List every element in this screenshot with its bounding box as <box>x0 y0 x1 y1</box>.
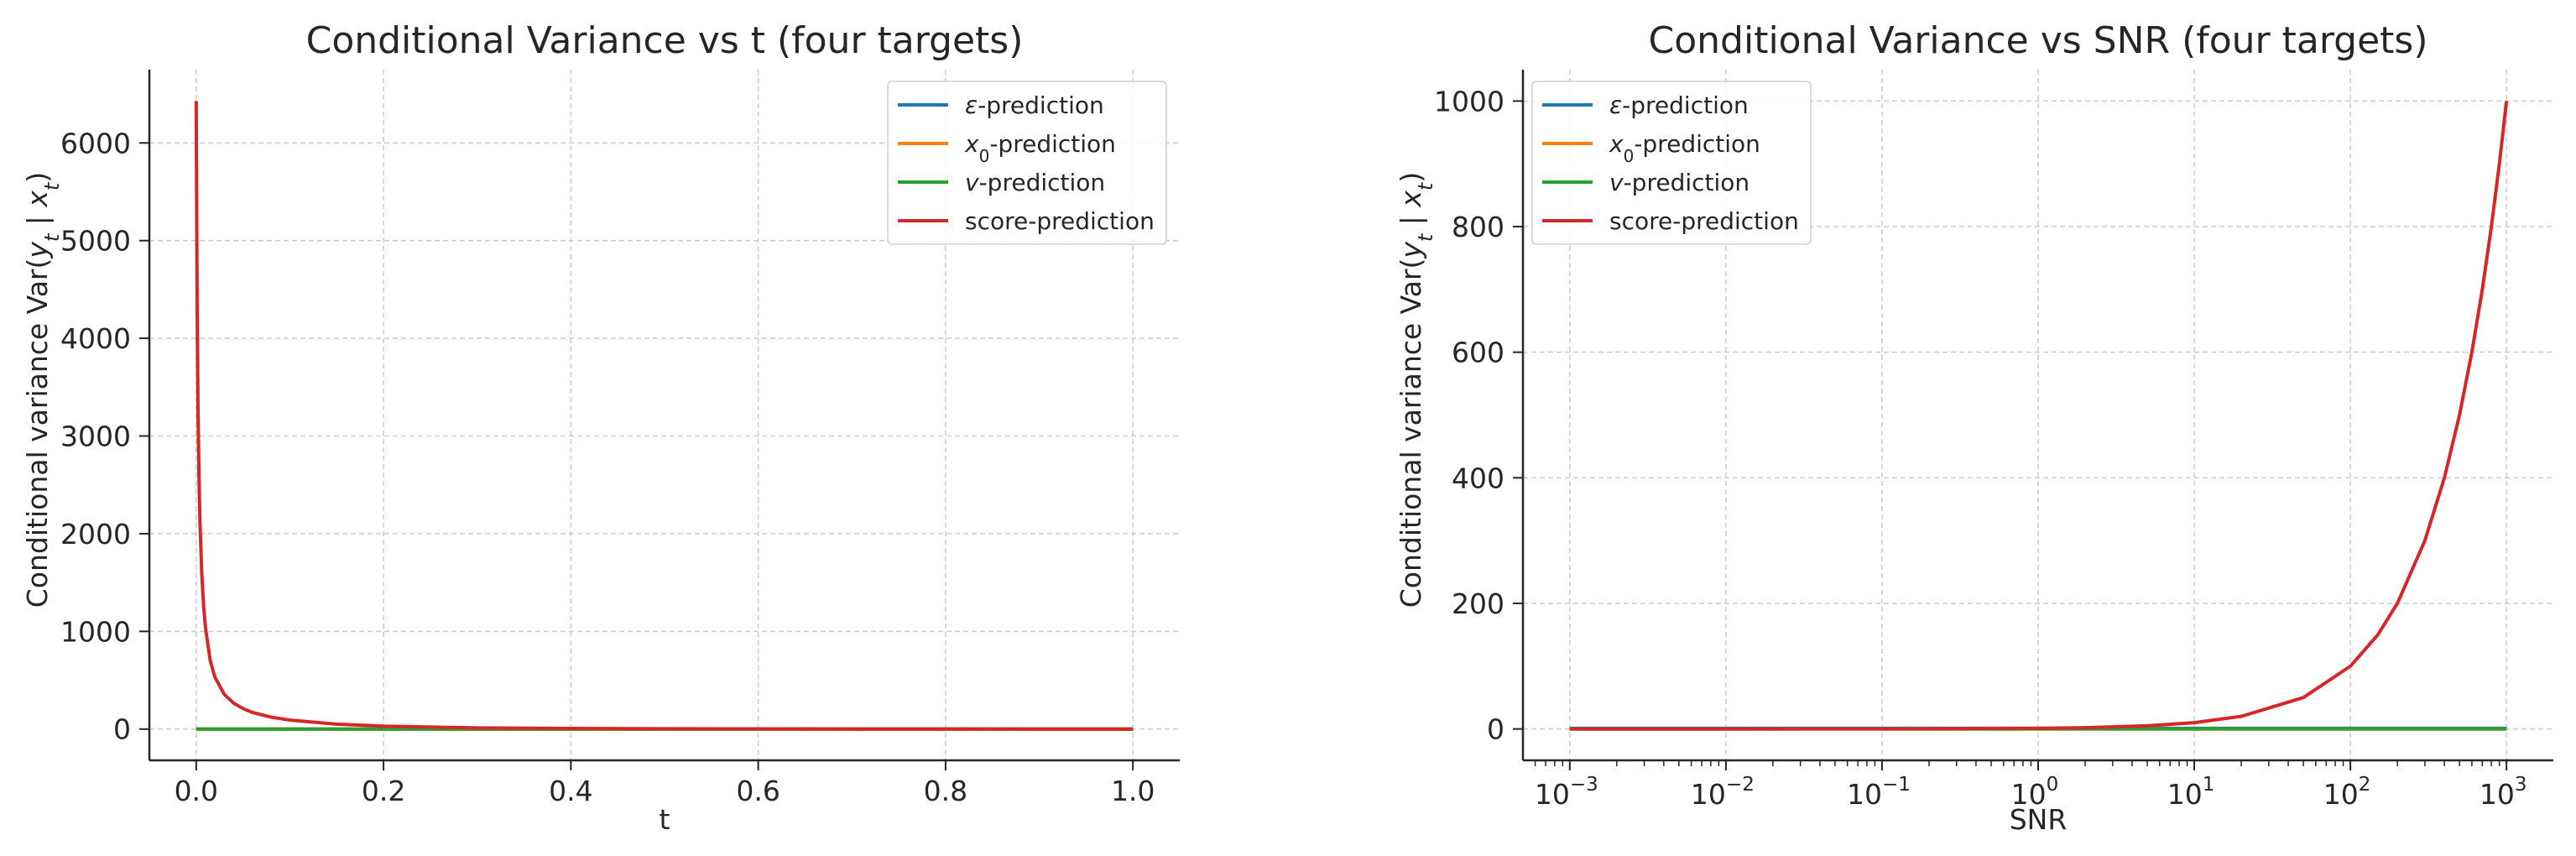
x-tick-label-base: 10 <box>2167 778 2203 811</box>
legend-entry: v-prediction <box>965 169 1105 196</box>
x-tick-label-base: 10 <box>2480 778 2515 811</box>
y-tick-label: 4000 <box>60 322 131 355</box>
label-text: | <box>1395 207 1427 234</box>
legend-symbol: v <box>965 169 979 196</box>
label-subscript: t <box>1414 232 1437 242</box>
y-tick-label: 3000 <box>60 420 131 453</box>
label-variable: y <box>1395 242 1427 259</box>
label-subscript: t <box>40 181 64 191</box>
x-tick-label-exponent: 3 <box>2515 774 2527 796</box>
legend-text: -prediction <box>1634 130 1760 158</box>
legend-symbol: v <box>1609 169 1624 196</box>
label-text: Conditional variance Var( <box>1395 258 1427 608</box>
legend-entry: ε-prediction <box>965 91 1104 119</box>
y-tick-label: 1000 <box>60 615 131 648</box>
label-text: | <box>21 207 54 234</box>
y-axis-label: Conditional variance Var(yt | xt) <box>21 172 64 608</box>
legend-symbol: ε <box>965 91 978 119</box>
legend-entry: score-prediction <box>965 207 1155 235</box>
y-tick-label: 200 <box>1452 587 1504 620</box>
chart-panel-left: 0.0 0.2 0.4 0.6 0.8 1.0 0 1000 2000 3000 4000 5000 6… <box>21 19 1180 836</box>
label-variable: x <box>1395 191 1427 208</box>
x-tick-label-base: 10 <box>1847 778 1882 811</box>
label-text: ) <box>1395 172 1427 183</box>
x-axis-label: SNR <box>2010 803 2068 836</box>
x-tick-label: 0.6 <box>736 775 780 807</box>
y-tick-label: 5000 <box>60 225 131 258</box>
x-tick-label-exponent: 1 <box>2203 774 2215 796</box>
label-variable: x <box>21 191 54 208</box>
y-tick-label: 800 <box>1452 211 1504 243</box>
x-tick-label-exponent: −1 <box>1882 774 1911 796</box>
chart-title: Conditional Variance vs SNR (four target… <box>1649 19 2428 62</box>
legend-text: -prediction <box>989 130 1116 158</box>
x-tick-label-exponent: 0 <box>2047 774 2059 796</box>
legend-entry: score-prediction <box>1609 207 1799 235</box>
legend-text: score-prediction <box>965 207 1155 235</box>
x-tick-label: 10−3 <box>1535 774 1598 811</box>
x-tick-label-base: 10 <box>1691 778 1726 811</box>
x-tick-label: 1.0 <box>1111 775 1155 807</box>
chart-panel-right: 10−3 10−2 10−1 100 101 102 1030200400600800100… <box>1395 19 2553 836</box>
label-text: Conditional variance Var( <box>21 258 54 608</box>
legend-subscript: 0 <box>979 146 990 166</box>
x-tick-label-base: 10 <box>2011 778 2047 811</box>
x-tick-label: 10−1 <box>1847 774 1911 811</box>
x-tick-label: 102 <box>2323 774 2371 811</box>
y-tick-label: 400 <box>1452 462 1504 494</box>
y-tick-label: 600 <box>1452 337 1504 369</box>
x-tick-label-exponent: −2 <box>1726 774 1755 796</box>
series-line-scoreprediction <box>1569 101 2509 731</box>
y-tick-label: 6000 <box>60 127 131 159</box>
x-tick-label-base: 10 <box>1535 778 1570 811</box>
legend-text: score-prediction <box>1609 207 1799 235</box>
legend-text: -prediction <box>1624 169 1750 196</box>
legend-entry: ε-prediction <box>1609 91 1749 119</box>
chart-title: Conditional Variance vs t (four targets) <box>306 19 1024 62</box>
x-tick-label-exponent: −3 <box>1570 774 1598 796</box>
legend-subscript: 0 <box>1624 146 1635 166</box>
legend-text: -prediction <box>979 169 1106 196</box>
series-line-scoreprediction <box>194 101 1134 731</box>
y-tick-label: 2000 <box>60 518 131 551</box>
legend-entry: x0-prediction <box>1609 130 1760 166</box>
label-subscript: t <box>1414 181 1437 191</box>
legend-box <box>887 81 1167 245</box>
x-tick-label: 101 <box>2167 774 2215 811</box>
legend-entry: v-prediction <box>1609 169 1749 196</box>
x-tick-label: 0.0 <box>175 775 218 807</box>
x-tick-label: 10−2 <box>1691 774 1755 811</box>
label-text: ) <box>21 172 54 183</box>
x-tick-label-base: 10 <box>2323 778 2359 811</box>
label-variable: y <box>21 242 54 259</box>
legend-entry: x0-prediction <box>964 130 1116 166</box>
x-tick-label: 0.2 <box>362 775 405 807</box>
x-tick-label-exponent: 2 <box>2359 774 2371 796</box>
x-tick-label: 100 <box>2011 774 2059 811</box>
legend-box <box>1531 81 1812 245</box>
legend-text: -prediction <box>1622 91 1749 119</box>
y-axis-label: Conditional variance Var(yt | xt) <box>1395 172 1437 608</box>
y-tick-label: 0 <box>1487 713 1504 746</box>
legend-symbol: x <box>1609 130 1624 158</box>
legend-text: -prediction <box>978 91 1104 119</box>
legend-symbol: x <box>964 130 979 158</box>
label-subscript: t <box>40 232 64 242</box>
y-tick-label: 1000 <box>1434 85 1504 117</box>
x-tick-label: 103 <box>2480 774 2527 811</box>
x-tick-label: 0.8 <box>924 775 967 807</box>
x-tick-label: 0.4 <box>549 775 592 807</box>
x-axis-label: t <box>660 803 670 836</box>
legend-symbol: ε <box>1609 91 1622 119</box>
y-tick-label: 0 <box>113 713 131 746</box>
